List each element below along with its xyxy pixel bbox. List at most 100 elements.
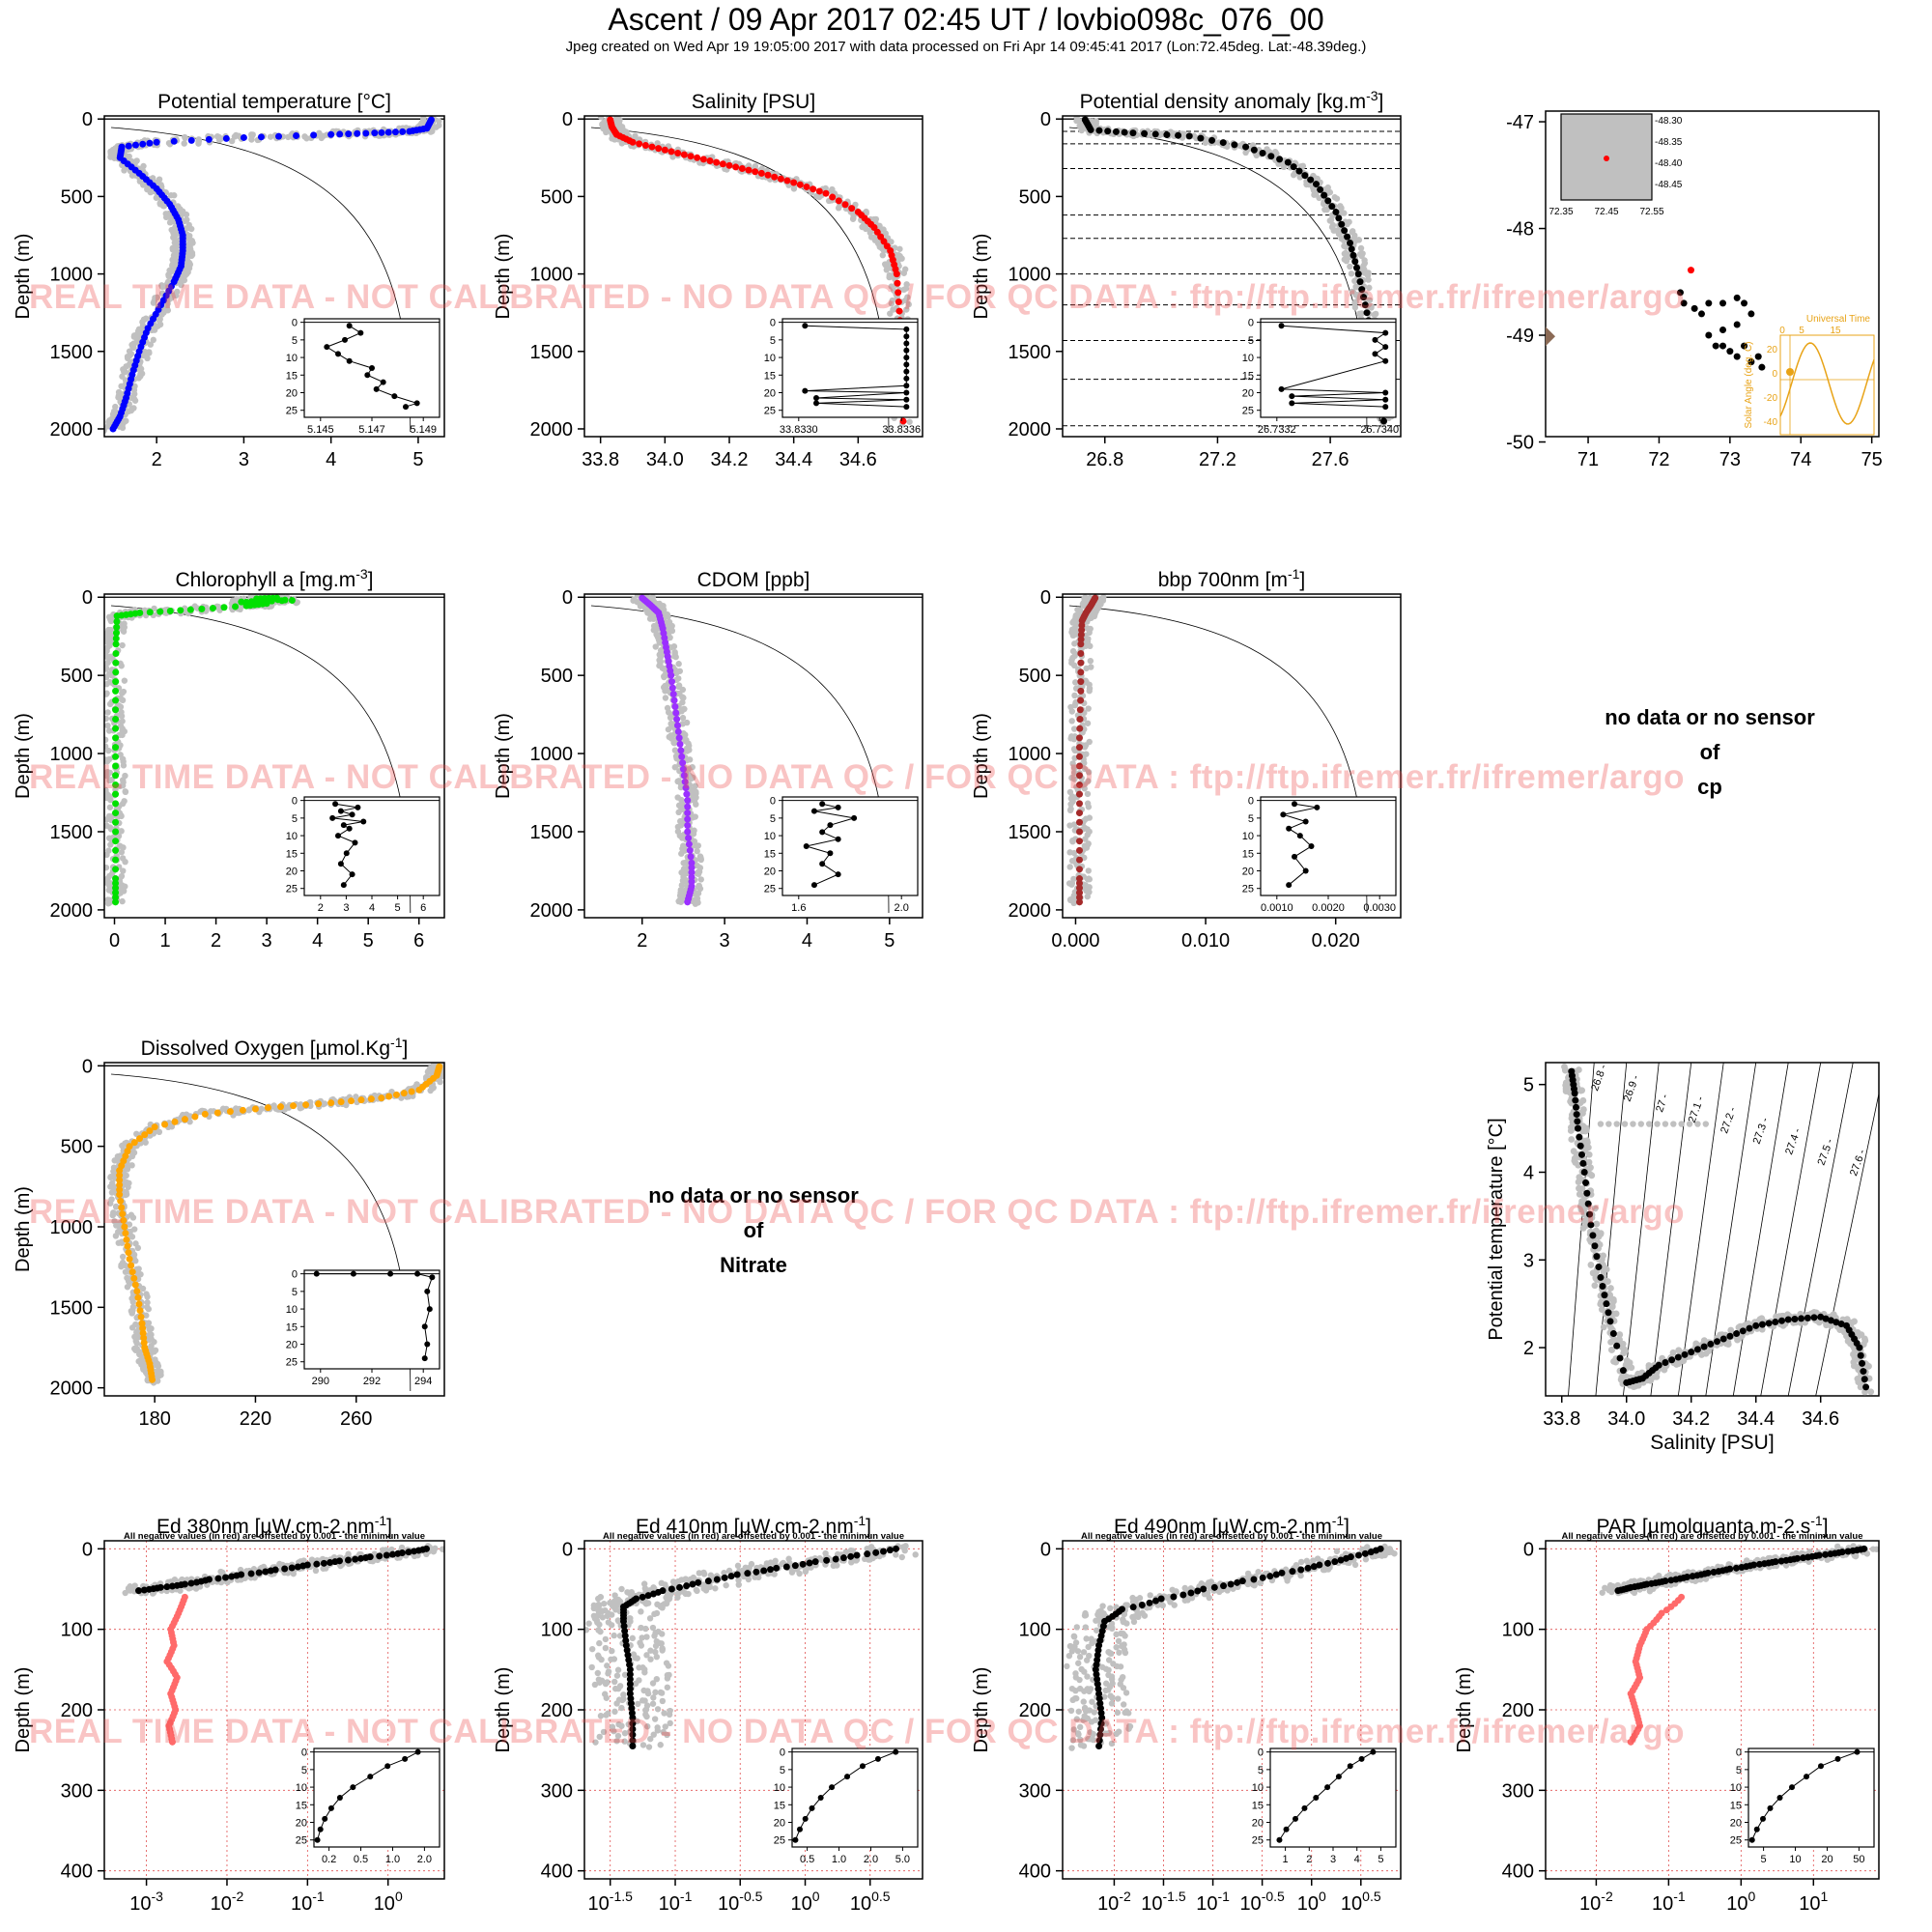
oxy-inset-point (421, 1323, 428, 1330)
temp-data-point (187, 136, 195, 144)
sal-data-point (699, 156, 707, 163)
dens-data-point (1344, 233, 1351, 241)
bbp-data-point (1076, 879, 1083, 887)
chla-history-point (104, 864, 110, 871)
temp-history-point (151, 327, 158, 333)
chla-data-point (112, 762, 120, 770)
temp-xtick-label: 2 (152, 449, 162, 470)
cdom-data-point (683, 790, 691, 798)
sal-data-point (848, 205, 856, 213)
dens-inset-xtick-label: 26.7340 (1360, 424, 1399, 436)
ed410-history-point (647, 1647, 654, 1654)
chla-history-point (120, 844, 127, 851)
cdom-history-point (695, 890, 702, 896)
sal-data-point (636, 140, 643, 148)
cdom-data-point (682, 784, 690, 792)
sal-data-point (822, 189, 830, 197)
ed380-inset-ytick-label: 0 (301, 1747, 307, 1759)
cdom-data-point (677, 747, 685, 754)
oxy-data-point (378, 1094, 385, 1102)
sal-ytick-label: 500 (541, 186, 573, 208)
cdom-inset-point (851, 814, 858, 821)
oxy-data-point (116, 1191, 124, 1199)
chla-inset-ytick-label: 25 (286, 884, 298, 895)
ed410-history-point (639, 1634, 645, 1641)
chla-data-point (112, 838, 120, 845)
oxy-history-point (120, 1253, 127, 1261)
chla-history-point (119, 731, 126, 739)
bbp-history-point (1069, 837, 1076, 844)
temp-data-point (131, 141, 139, 149)
cdom-data-point (670, 696, 678, 704)
ed410-history-point (735, 1581, 742, 1588)
bbp-history-point (1068, 718, 1075, 724)
cdom-data-point (687, 853, 695, 861)
oxy-data-point (161, 1121, 169, 1128)
cdom-data-point (684, 815, 692, 823)
sal-data-point (687, 153, 695, 160)
ed410-history-point (588, 1645, 596, 1653)
temp-inset-ytick-label: 15 (286, 370, 298, 382)
sal-xtick-label: 34.0 (646, 449, 684, 470)
chla-inset-point (337, 861, 344, 867)
ed380-ytick-label: 100 (61, 1620, 93, 1641)
oxy-data-point (367, 1095, 375, 1103)
chla-data-point (112, 635, 120, 642)
temp-history-point (167, 191, 175, 199)
dens-inset-ytick-label: 0 (1248, 318, 1254, 329)
sal-inset-point (802, 323, 809, 329)
dens-data-point (1317, 185, 1324, 193)
ed380-xtick-label: 100 (374, 1889, 403, 1915)
cdom-history-point (694, 862, 700, 869)
dens-data-point (1141, 129, 1149, 137)
dens-history-point (1329, 221, 1337, 229)
oxy-history-point (186, 1119, 193, 1125)
chla-data-point (112, 715, 120, 723)
ed410-history-point (659, 1602, 666, 1609)
bbp-history-point (1084, 832, 1091, 838)
temp-history-point (267, 133, 274, 140)
ed380-ytick-label: 0 (82, 1539, 93, 1560)
ed380-data-point (255, 1569, 263, 1577)
cdom-history-point (695, 870, 702, 877)
dens-history-point (1366, 284, 1373, 292)
temp-inset-ytick-label: 10 (286, 353, 298, 364)
ed380-chart (104, 1541, 444, 1879)
oxy-inset-xtick-label: 290 (312, 1376, 329, 1387)
temp-ytick-label: 2000 (50, 419, 94, 440)
temp-history-point (140, 162, 147, 170)
dens-data-point (1250, 146, 1258, 154)
sal-data-point (648, 143, 656, 151)
dens-inset-point (1382, 389, 1389, 396)
chla-history-point (104, 900, 112, 907)
chla-data-point (112, 810, 120, 817)
oxy-ytick-label: 500 (61, 1137, 93, 1158)
temp-inset-point (346, 323, 353, 329)
chla-inset-point (355, 804, 361, 810)
oxy-data-point (327, 1099, 335, 1107)
chla-data-point (278, 597, 286, 605)
ed380-data-point (187, 1579, 195, 1587)
oxy-history-point (128, 1234, 136, 1240)
chla-data-point (288, 596, 296, 604)
ed410-history-point (861, 1555, 868, 1563)
sal-history-point (887, 310, 894, 317)
dens-history-point (1242, 149, 1249, 156)
oxy-data-point (116, 1177, 124, 1184)
chla-history-point (105, 792, 113, 800)
ed410-history-point (643, 1652, 650, 1659)
ed410-history-point (611, 1592, 618, 1599)
cdom-data-point (684, 898, 692, 906)
chla-xtick-label: 6 (413, 930, 424, 952)
temp-history-point (130, 344, 137, 352)
sal-data-point (655, 145, 663, 153)
ed410-history-point (630, 1651, 638, 1658)
temp-ytick-label: 1000 (50, 265, 94, 286)
ed380-history-point (131, 1582, 138, 1589)
bbp-history-point (1087, 657, 1094, 665)
ed410-history-point (642, 1625, 649, 1633)
ed380-data-point (281, 1565, 289, 1573)
temp-history-point (187, 225, 195, 233)
temp-history-point (130, 386, 138, 393)
temp-data-point (362, 129, 370, 137)
